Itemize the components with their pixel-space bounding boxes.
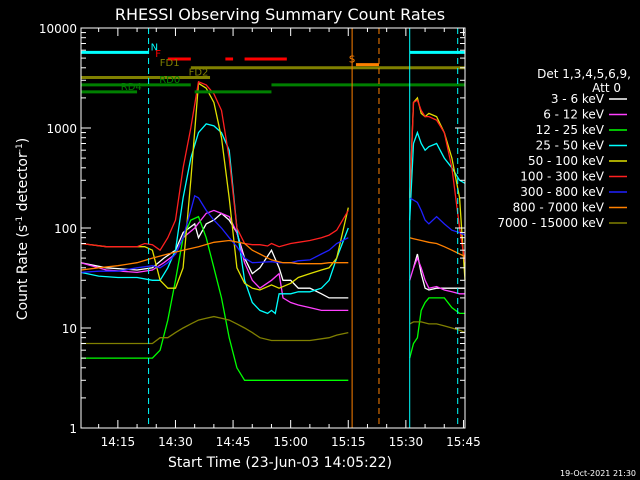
series-line-6	[409, 197, 466, 236]
x-tick-label-2: 14:45	[216, 435, 251, 449]
series-line-2	[409, 297, 465, 359]
flag-label-fd2: FD2	[189, 67, 209, 78]
y-tick-label-2: 100	[54, 222, 77, 236]
series-line-5	[409, 99, 466, 263]
legend-label-2: 12 - 25 keV	[536, 123, 605, 137]
flag-label-n: N	[151, 42, 158, 53]
y-label-part: Count Rate (s	[15, 225, 31, 320]
y-label-sup2: -1	[15, 143, 25, 152]
series-line-2	[81, 215, 349, 381]
axes: 14:15 14:30 14:45 15:00 15:15 15:30 15:45 1 10 10…	[39, 22, 481, 449]
legend-label-7: 800 - 7000 keV	[513, 201, 605, 215]
flag-label-f: F	[155, 49, 161, 60]
y-tick-label-1: 10	[62, 322, 77, 336]
y-tick-label-3: 1000	[46, 122, 77, 136]
series-line-4	[409, 96, 466, 281]
flag-label-rd4: RD4	[121, 82, 142, 93]
x-axis-label: Start Time (23-Jun-03 14:05:22)	[168, 455, 392, 471]
x-tick-label-0: 14:15	[101, 435, 136, 449]
legend: Det 1,3,4,5,6,9, Att 0 3 - 6 keV 6 - 12 k…	[497, 67, 631, 230]
x-tick-label-6: 15:45	[446, 435, 481, 449]
series-line-1	[80, 209, 349, 312]
legend-label-1: 6 - 12 keV	[543, 108, 605, 122]
series-line-6	[80, 194, 349, 274]
x-tick-label-1: 14:30	[158, 435, 193, 449]
y-label-sup: -1	[15, 216, 25, 225]
x-tick-label-3: 15:00	[273, 435, 308, 449]
series-line-5	[80, 80, 349, 252]
flag-label-fd1: FD1	[160, 58, 180, 69]
y-label-end: )	[15, 138, 31, 143]
series-line-7	[409, 237, 466, 257]
series-line-1	[409, 256, 465, 295]
y-tick-label-0: 1	[69, 422, 77, 436]
flag-label-rd0: RD0	[159, 75, 180, 86]
legend-label-6: 300 - 800 keV	[520, 185, 604, 199]
footer-timestamp: 19-Oct-2021 21:30	[560, 469, 636, 478]
legend-label-0: 3 - 6 keV	[551, 92, 605, 106]
x-tick-label-4: 15:15	[331, 435, 366, 449]
y-axis-label: Count Rate (s-1 detector-1)	[15, 138, 31, 320]
legend-subtitle: Att 0	[592, 81, 621, 95]
y-tick-label-4: 10000	[39, 22, 77, 36]
series-line-7	[80, 239, 349, 271]
series-line-8	[409, 321, 466, 334]
series-line-8	[81, 315, 349, 345]
legend-label-4: 50 - 100 keV	[528, 154, 605, 168]
legend-title: Det 1,3,4,5,6,9,	[537, 67, 631, 81]
legend-label-5: 100 - 300 keV	[520, 170, 604, 184]
series-line-4	[80, 82, 349, 291]
y-label-mid: detector	[15, 152, 31, 216]
series-layer	[80, 80, 466, 381]
legend-label-3: 25 - 50 keV	[536, 139, 605, 153]
x-tick-label-5: 15:30	[389, 435, 424, 449]
chart-title: RHESSI Observing Summary Count Rates	[115, 5, 445, 24]
legend-label-8: 7000 - 15000 keV	[497, 216, 604, 230]
